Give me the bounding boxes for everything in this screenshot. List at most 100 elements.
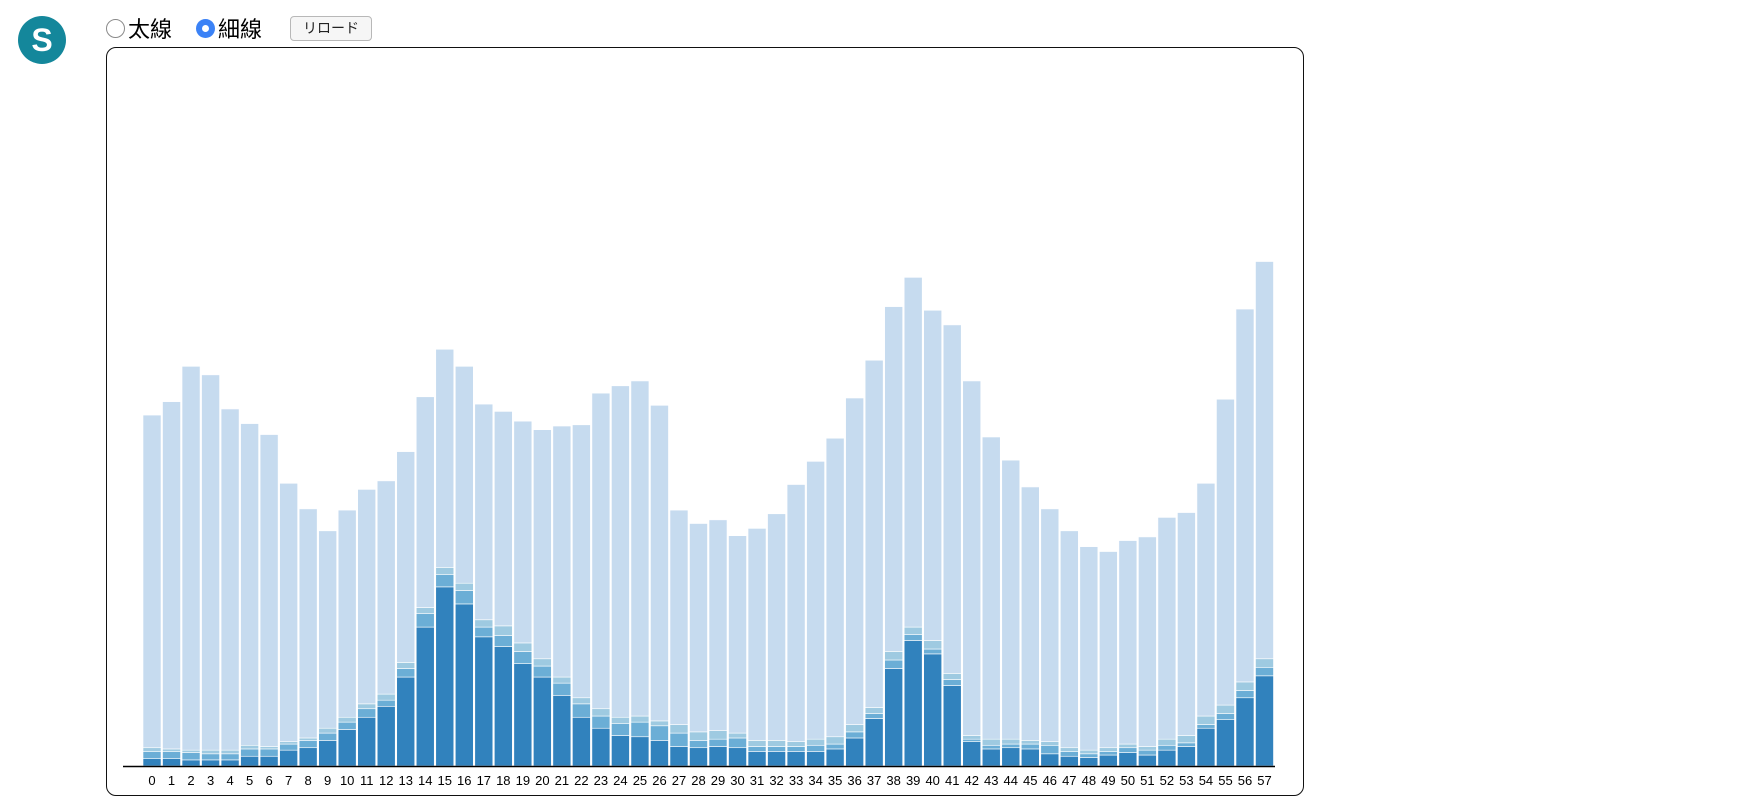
x-tick-label-52: 52: [1160, 773, 1174, 788]
bar-segment-47-layer-1: [1060, 751, 1079, 757]
x-tick-label-34: 34: [808, 773, 822, 788]
bar-segment-12-layer-1: [376, 699, 396, 707]
bar-segment-54-layer-0: [1196, 727, 1216, 767]
bar-segment-17-layer-2: [474, 619, 494, 628]
bar-segment-19-layer-0: [513, 663, 533, 767]
radio-option-thick[interactable]: 太線: [106, 12, 172, 44]
bar-segment-43-layer-1: [981, 744, 1001, 750]
bar-segment-26-layer-2: [650, 720, 669, 727]
x-tick-label-56: 56: [1238, 773, 1252, 788]
bar-segment-37-layer-1: [864, 713, 884, 719]
radio-thick-label: 太線: [128, 18, 173, 43]
bar-segment-30-layer-0: [728, 747, 747, 767]
bar-segment-36-layer-2: [845, 724, 864, 733]
bar-segment-9-layer-3: [318, 530, 337, 729]
bar-segment-55-layer-2: [1216, 704, 1235, 714]
bar-segment-54-layer-3: [1196, 482, 1216, 717]
bar-segment-43-layer-0: [981, 748, 1001, 767]
bar-segment-6-layer-0: [259, 755, 279, 767]
bar-segment-32-layer-3: [767, 513, 786, 741]
x-tick-label-40: 40: [925, 773, 939, 788]
bar-segment-7-layer-2: [279, 741, 298, 745]
bar-segment-39-layer-0: [903, 640, 923, 767]
bar-segment-49-layer-0: [1099, 754, 1118, 767]
bar-segment-26-layer-1: [650, 725, 669, 741]
bar-segment-0-layer-0: [142, 758, 162, 767]
radio-thin-icon[interactable]: [196, 18, 216, 38]
bar-segment-51-layer-2: [1138, 746, 1157, 751]
bar-segment-39-layer-2: [903, 626, 923, 635]
bar-segment-35-layer-2: [825, 736, 845, 745]
bar-segment-9-layer-0: [318, 740, 337, 767]
bar-segment-49-layer-1: [1099, 751, 1118, 756]
bar-segment-56-layer-0: [1235, 697, 1255, 767]
bar-segment-45-layer-3: [1020, 486, 1040, 741]
bar-segment-37-layer-3: [864, 359, 884, 708]
radio-option-thin[interactable]: 細線: [196, 12, 262, 44]
bar-segment-20-layer-3: [533, 429, 552, 660]
bar-segment-3-layer-3: [201, 374, 220, 751]
x-tick-label-7: 7: [285, 773, 292, 788]
bar-segment-13-layer-1: [396, 668, 416, 678]
bar-segment-3-layer-2: [201, 749, 220, 755]
x-tick-label-5: 5: [246, 773, 253, 788]
reload-button[interactable]: リロード: [290, 15, 373, 41]
bar-segment-34-layer-2: [806, 738, 825, 746]
line-weight-controls: 太線 細線 リロード: [106, 12, 373, 44]
bar-segment-26-layer-3: [650, 405, 669, 722]
x-tick-label-51: 51: [1140, 773, 1154, 788]
bar-segment-18-layer-1: [494, 635, 513, 647]
x-tick-label-31: 31: [750, 773, 764, 788]
bar-segment-30-layer-2: [728, 732, 747, 739]
bar-segment-11-layer-0: [357, 716, 377, 767]
bar-segment-36-layer-0: [845, 737, 864, 767]
x-tick-label-44: 44: [1004, 773, 1018, 788]
bar-segment-8-layer-0: [298, 747, 318, 767]
bar-segment-7-layer-0: [279, 749, 298, 767]
bar-segment-35-layer-1: [825, 743, 845, 750]
bar-segment-20-layer-1: [533, 665, 552, 678]
bar-segment-27-layer-0: [669, 746, 689, 767]
x-tick-label-45: 45: [1023, 773, 1037, 788]
bar-segment-28-layer-0: [689, 747, 708, 767]
x-tick-label-20: 20: [535, 773, 549, 788]
bar-segment-19-layer-3: [513, 420, 533, 644]
x-tick-label-25: 25: [633, 773, 647, 788]
bar-segment-7-layer-3: [279, 482, 298, 742]
bar-segment-24-layer-3: [611, 385, 630, 718]
x-tick-label-26: 26: [652, 773, 666, 788]
logo-letter: S: [31, 21, 53, 58]
bar-segment-29-layer-3: [708, 519, 728, 731]
bar-segment-38-layer-3: [884, 306, 903, 652]
bar-segment-15-layer-2: [435, 567, 455, 575]
bar-segment-28-layer-2: [689, 731, 708, 741]
bar-segment-24-layer-0: [611, 735, 630, 767]
bar-segment-43-layer-2: [981, 738, 1001, 746]
bar-segment-35-layer-0: [825, 748, 845, 767]
bar-segment-0-layer-3: [142, 414, 162, 749]
radio-thick-icon[interactable]: [106, 18, 125, 38]
bar-segment-10-layer-2: [337, 716, 357, 723]
radio-thin-label: 細線: [218, 18, 263, 43]
x-tick-label-22: 22: [574, 773, 588, 788]
x-tick-label-27: 27: [672, 773, 686, 788]
bar-segment-57-layer-0: [1255, 675, 1274, 767]
bar-segment-30-layer-3: [728, 535, 747, 734]
bar-segment-40-layer-2: [923, 640, 943, 650]
bar-segment-16-layer-0: [454, 603, 474, 767]
x-tick-label-39: 39: [906, 773, 920, 788]
x-tick-label-1: 1: [168, 773, 175, 788]
bar-segment-14-layer-2: [415, 607, 435, 614]
bar-segment-38-layer-2: [884, 651, 903, 661]
bar-segment-21-layer-1: [552, 682, 572, 696]
bar-segment-17-layer-1: [474, 626, 494, 638]
bar-segment-6-layer-1: [259, 748, 279, 757]
bar-segment-22-layer-0: [572, 716, 591, 767]
x-tick-label-50: 50: [1121, 773, 1135, 788]
bar-segment-32-layer-2: [767, 740, 786, 747]
bar-segment-2-layer-0: [181, 759, 201, 767]
x-tick-label-17: 17: [477, 773, 491, 788]
bar-segment-31-layer-2: [747, 740, 767, 747]
bar-segment-40-layer-1: [923, 648, 943, 655]
x-tick-label-16: 16: [457, 773, 471, 788]
